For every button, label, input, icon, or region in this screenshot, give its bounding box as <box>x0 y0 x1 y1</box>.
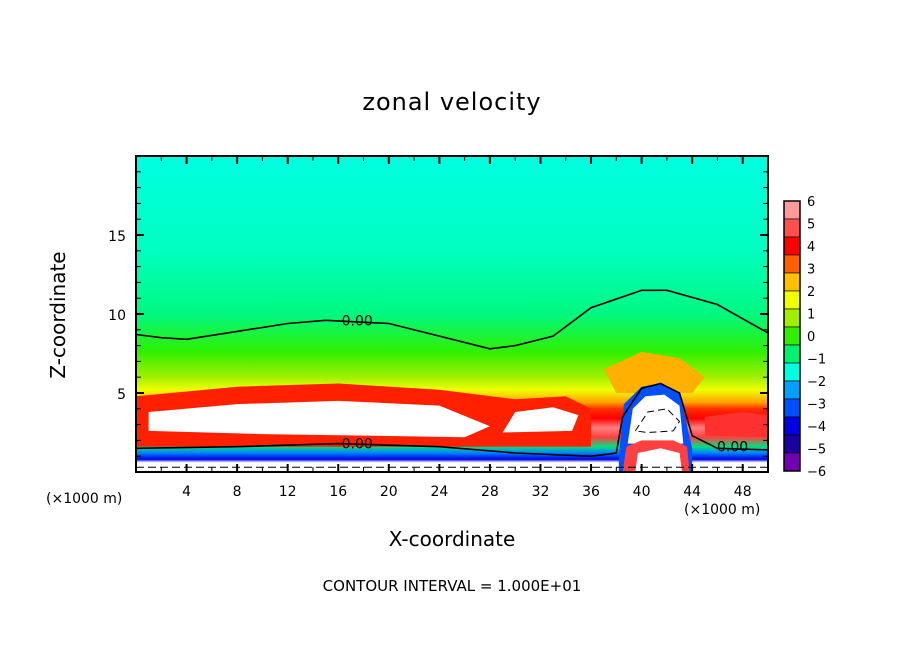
right-warm-band <box>704 412 768 438</box>
x-tick-label: 20 <box>380 484 398 500</box>
colorbar-swatch <box>783 272 801 292</box>
x-tick-label: 4 <box>182 484 191 500</box>
contour-negative-core <box>634 408 681 434</box>
colorbar-swatch <box>783 308 801 328</box>
colorbar-label: 3 <box>807 263 815 278</box>
colorbar: 6 5 4 3 2 1 0 −1 −2 −3 −4 −5 −6 <box>783 195 826 480</box>
colorbar-label: 5 <box>807 218 815 233</box>
colorbar-label: 6 <box>807 195 815 210</box>
colorbar-swatch <box>783 200 801 220</box>
jet-core-white-right <box>502 407 579 433</box>
contour-interval-note: CONTOUR INTERVAL = 1.000E+01 <box>322 577 582 595</box>
colorbar-label: −2 <box>807 375 826 390</box>
x-axis-label: X-coordinate <box>388 527 516 551</box>
colorbar-label: −5 <box>807 443 826 458</box>
chart-title: zonal velocity <box>362 88 542 116</box>
y-tick-label: 10 <box>108 308 126 324</box>
x-tick-label: 16 <box>329 484 347 500</box>
x-tick-label: 40 <box>633 484 651 500</box>
x-tick-label: 28 <box>481 484 499 500</box>
colorbar-swatch <box>783 236 801 256</box>
colorbar-label: 1 <box>807 308 815 323</box>
colorbar-label: −4 <box>807 420 826 435</box>
colorbar-frame <box>783 200 801 472</box>
contour-lines: 0.00 0.00 0.00 <box>136 289 768 468</box>
colorbar-swatch <box>783 362 801 382</box>
colorbar-swatch <box>783 416 801 436</box>
velocity-field <box>136 156 768 472</box>
colorbar-label: −1 <box>807 353 826 368</box>
colorbar-label: 0 <box>807 330 815 345</box>
x-tick-label: 12 <box>279 484 297 500</box>
colorbar-swatch <box>783 380 801 400</box>
colorbar-swatch <box>783 398 801 418</box>
colorbar-swatch <box>783 344 801 364</box>
upper-warm-blob <box>603 351 705 393</box>
x-tick-label: 8 <box>233 484 242 500</box>
colorbar-label: −6 <box>807 465 826 480</box>
contour-label-lower-zero-right: 0.00 <box>717 440 748 456</box>
bottom-warm-core <box>635 448 682 472</box>
x-unit-left: (×1000 m) <box>46 491 123 507</box>
y-tick-label: 5 <box>117 387 126 403</box>
colorbar-swatch <box>783 326 801 346</box>
x-tick-label: 32 <box>532 484 550 500</box>
colorbar-swatch <box>783 218 801 238</box>
jet-core-white-left <box>148 400 490 438</box>
contour-label-lower-zero: 0.00 <box>342 437 373 453</box>
x-unit-right: (×1000 m) <box>684 502 761 518</box>
colorbar-swatch <box>783 434 801 454</box>
colorbar-swatch <box>783 290 801 310</box>
y-tick-label: 15 <box>108 229 126 245</box>
colorbar-label: −3 <box>807 398 826 413</box>
colorbar-swatch <box>783 254 801 274</box>
x-tick-label: 44 <box>683 484 701 500</box>
x-tick-label: 24 <box>430 484 448 500</box>
colorbar-swatch <box>783 452 801 472</box>
colorbar-label: 4 <box>807 240 815 255</box>
colorbar-label: 2 <box>807 285 815 300</box>
x-tick-label: 48 <box>734 484 752 500</box>
contour-lower-zero <box>136 382 768 458</box>
x-tick-label: 36 <box>582 484 600 500</box>
contour-upper-zero <box>136 289 768 350</box>
contour-label-upper-zero: 0.00 <box>342 313 373 329</box>
